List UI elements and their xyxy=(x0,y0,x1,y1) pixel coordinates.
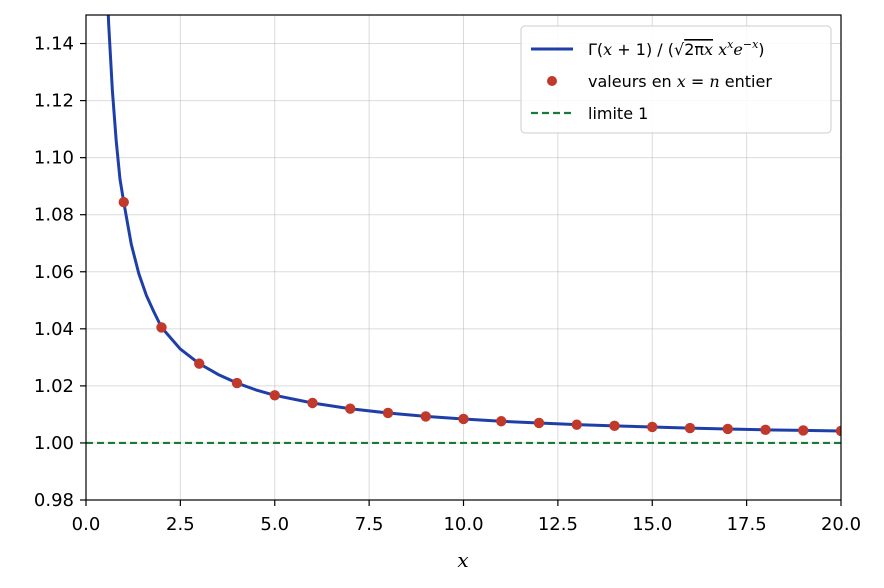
series-layer xyxy=(86,15,841,445)
legend: Γ(x + 1) / (√2πx xxe−x) valeurs en x = n… xyxy=(520,25,832,134)
integer-point xyxy=(835,425,841,437)
integer-point xyxy=(496,416,507,427)
integer-point xyxy=(760,424,771,436)
x-tick-label: 5.0 xyxy=(260,514,289,535)
integer-point xyxy=(571,419,582,430)
integer-point xyxy=(194,358,205,369)
y-tick-label: 1.04 xyxy=(34,319,74,340)
integer-point xyxy=(458,413,469,425)
integer-point xyxy=(647,421,658,433)
integer-point xyxy=(118,196,129,208)
legend-label-limit: limite 1 xyxy=(588,104,648,123)
y-tick-label: 1.06 xyxy=(34,262,74,283)
x-tick-label: 20.0 xyxy=(821,514,861,535)
integer-point xyxy=(269,390,280,401)
integer-point xyxy=(156,322,167,333)
x-tick-label: 17.5 xyxy=(727,514,767,535)
y-tick-label: 1.14 xyxy=(34,34,74,55)
x-tick-label: 15.0 xyxy=(632,514,672,535)
integer-point xyxy=(345,403,356,414)
y-tick-label: 1.00 xyxy=(34,433,74,454)
integer-point xyxy=(722,423,733,435)
integer-point xyxy=(684,422,696,434)
x-axis: 0.0 2.5 5.0 7.5 10.0 12.5 15.0 17.5 20.0 xyxy=(72,500,861,535)
integer-point xyxy=(382,407,394,419)
y-tick-label: 1.10 xyxy=(34,148,74,169)
integer-point xyxy=(609,420,620,432)
y-tick-label: 1.08 xyxy=(34,205,74,226)
x-tick-label: 12.5 xyxy=(538,514,578,535)
y-tick-label: 1.02 xyxy=(34,376,74,397)
x-axis-title: x xyxy=(457,548,468,572)
y-axis: 0.98 1.00 1.02 1.04 1.06 1.08 1.10 1.12 1.14 xyxy=(34,34,86,511)
legend-box xyxy=(520,25,832,134)
integer-point xyxy=(307,397,318,409)
integer-point xyxy=(533,417,545,429)
legend-label-gamma-ratio: Γ(x + 1) / (√2πx xxe−x) xyxy=(588,38,765,59)
x-tick-label: 0.0 xyxy=(72,514,101,535)
legend-label-integer-values: valeurs en x = n entier xyxy=(588,72,772,91)
x-tick-label: 10.0 xyxy=(443,514,483,535)
y-tick-label: 1.12 xyxy=(34,91,74,112)
integer-point xyxy=(420,411,431,422)
y-tick-label: 0.98 xyxy=(34,490,74,511)
legend-dot-sample xyxy=(547,76,557,86)
x-tick-label: 7.5 xyxy=(355,514,384,535)
integer-point xyxy=(231,377,243,389)
integer-point xyxy=(798,425,809,436)
x-tick-label: 2.5 xyxy=(166,514,195,535)
